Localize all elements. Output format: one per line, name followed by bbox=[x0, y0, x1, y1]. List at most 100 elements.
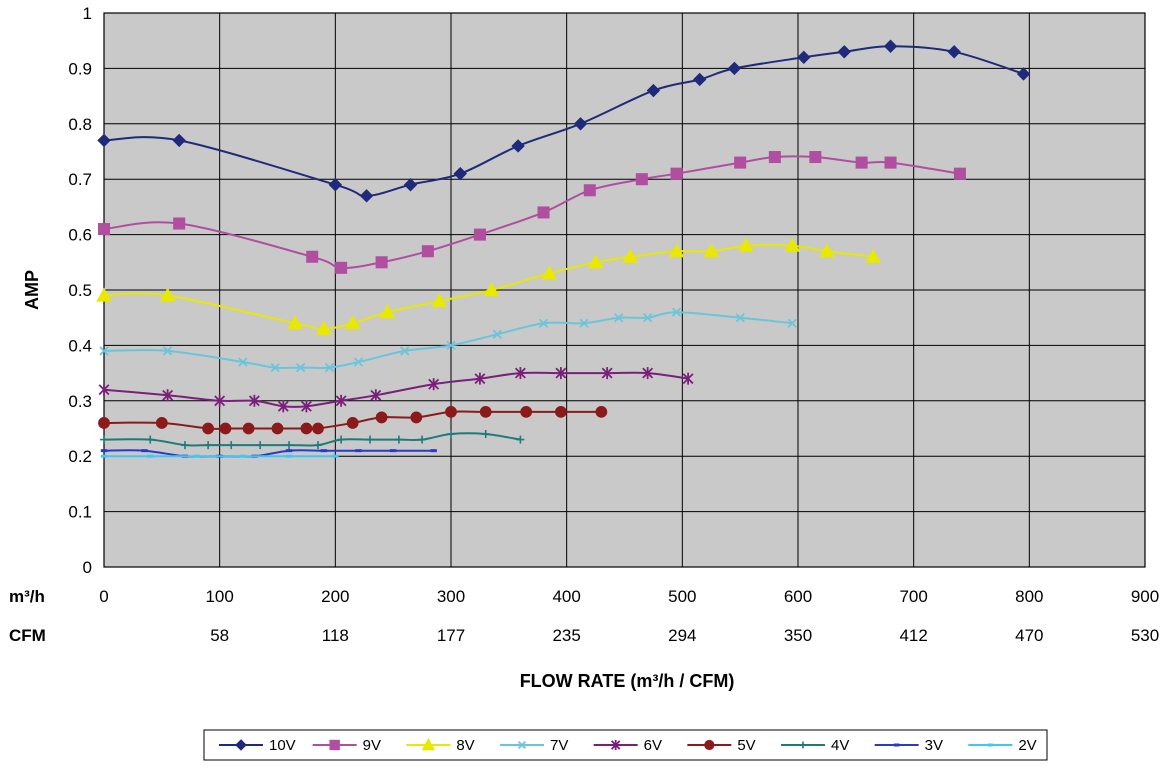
data-point-10v bbox=[403, 178, 418, 192]
series-8v bbox=[96, 237, 882, 335]
data-point-5v bbox=[242, 422, 255, 435]
series-line-5v bbox=[103, 410, 602, 430]
data-point-5v bbox=[410, 411, 423, 424]
series-4v bbox=[100, 430, 525, 450]
cfm-row-label: CFM bbox=[9, 626, 46, 645]
series-9v bbox=[97, 151, 966, 274]
cfm-tick-label: 350 bbox=[784, 626, 812, 645]
data-point-9v bbox=[173, 217, 186, 230]
data-point-8v bbox=[159, 287, 176, 302]
data-point-5v bbox=[375, 411, 388, 424]
legend-label: 10V bbox=[269, 737, 296, 754]
m3h-tick-label: 500 bbox=[668, 587, 696, 606]
data-point-7v bbox=[99, 346, 109, 356]
data-point-9v bbox=[306, 250, 319, 263]
series-5v bbox=[98, 405, 608, 435]
y-tick-label: 0.1 bbox=[68, 503, 92, 522]
data-point-8v bbox=[96, 287, 112, 302]
data-point-8v bbox=[379, 304, 396, 319]
data-point-7v bbox=[642, 313, 653, 323]
legend-label: 2V bbox=[1018, 737, 1036, 754]
data-point-7v bbox=[579, 318, 589, 328]
legend-item-2v: 2V bbox=[968, 737, 1037, 754]
data-point-7v bbox=[492, 329, 502, 339]
data-point-10v bbox=[646, 83, 661, 98]
data-point-7v bbox=[671, 307, 682, 317]
data-point-2v bbox=[332, 454, 339, 458]
legend-swatch-marker bbox=[704, 739, 715, 751]
data-point-3v bbox=[355, 449, 362, 453]
data-point-7v bbox=[238, 357, 248, 367]
data-point-9v bbox=[884, 156, 897, 169]
data-point-2v bbox=[147, 454, 154, 458]
m3h-tick-label: 0 bbox=[99, 587, 108, 606]
data-point-3v bbox=[320, 449, 327, 453]
data-point-9v bbox=[473, 228, 486, 241]
legend-item-9v: 9V bbox=[312, 737, 381, 754]
data-point-9v bbox=[335, 261, 348, 274]
data-point-5v bbox=[219, 422, 232, 435]
data-point-5v bbox=[271, 422, 284, 435]
data-point-9v bbox=[635, 173, 648, 186]
data-point-6v bbox=[277, 400, 289, 413]
data-point-9v bbox=[734, 156, 747, 169]
data-point-9v bbox=[809, 151, 822, 164]
data-point-5v bbox=[346, 417, 359, 429]
data-point-5v bbox=[202, 422, 215, 435]
data-point-10v bbox=[947, 45, 961, 59]
legend-item-8v: 8V bbox=[406, 737, 475, 754]
y-tick-label: 0 bbox=[83, 558, 92, 577]
data-point-4v bbox=[256, 441, 265, 450]
legend-item-3v: 3V bbox=[874, 737, 943, 754]
data-point-7v bbox=[787, 318, 797, 328]
legend-swatch-marker bbox=[329, 739, 340, 751]
legend-label: 3V bbox=[925, 737, 943, 754]
legend-swatch-marker bbox=[517, 740, 527, 750]
data-point-5v bbox=[520, 405, 533, 418]
data-point-10v bbox=[453, 166, 467, 181]
y-tick-label: 0.9 bbox=[68, 59, 92, 78]
data-point-9v bbox=[97, 223, 111, 236]
cfm-tick-label: 412 bbox=[899, 626, 927, 645]
data-point-9v bbox=[421, 245, 434, 258]
legend-item-6v: 6V bbox=[593, 737, 662, 754]
legend-swatch-marker bbox=[421, 738, 436, 751]
data-point-7v bbox=[324, 362, 335, 373]
data-point-8v bbox=[315, 320, 332, 335]
legend-swatch-marker bbox=[987, 743, 994, 747]
data-point-4v bbox=[447, 430, 455, 439]
data-point-10v bbox=[883, 39, 898, 53]
data-point-6v bbox=[335, 394, 347, 407]
data-point-5v bbox=[155, 417, 168, 429]
data-point-4v bbox=[227, 441, 236, 450]
data-point-9v bbox=[768, 151, 781, 164]
data-point-8v bbox=[784, 237, 801, 252]
data-point-3v bbox=[389, 449, 397, 453]
legend-item-7v: 7V bbox=[500, 737, 568, 754]
m3h-row-label: m³/h bbox=[9, 587, 45, 606]
data-point-8v bbox=[738, 237, 754, 252]
data-point-9v bbox=[953, 167, 966, 180]
data-point-6v bbox=[601, 367, 613, 380]
data-point-4v bbox=[481, 430, 490, 439]
data-point-10v bbox=[511, 139, 525, 153]
legend-swatch-marker bbox=[893, 743, 900, 747]
data-point-10v bbox=[97, 133, 111, 148]
data-point-10v bbox=[797, 50, 811, 65]
data-point-6v bbox=[682, 372, 694, 385]
data-point-6v bbox=[300, 400, 312, 413]
data-point-7v bbox=[162, 346, 173, 356]
y-tick-label: 0.6 bbox=[68, 226, 92, 245]
data-point-3v bbox=[285, 449, 293, 453]
data-point-5v bbox=[312, 422, 324, 435]
data-point-4v bbox=[204, 441, 213, 450]
y-tick-label: 0.5 bbox=[68, 281, 92, 300]
data-point-10v bbox=[359, 189, 374, 203]
data-point-6v bbox=[555, 367, 567, 380]
legend-item-4v: 4V bbox=[781, 737, 849, 754]
data-point-5v bbox=[98, 417, 110, 429]
data-point-10v bbox=[328, 178, 343, 192]
cfm-tick-label: 530 bbox=[1131, 626, 1159, 645]
